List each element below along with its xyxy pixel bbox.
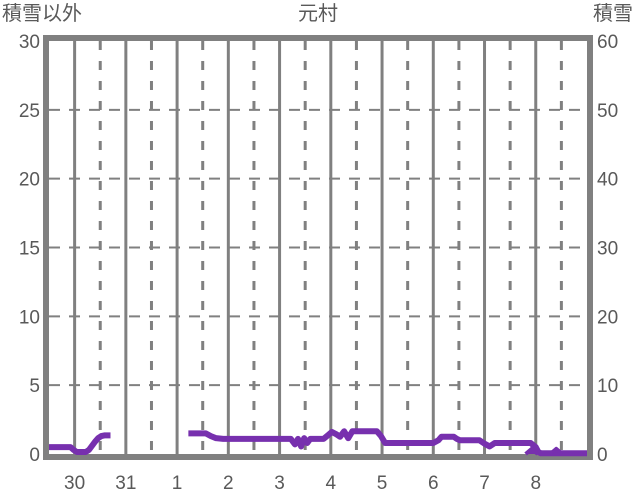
y-axis-left-tick-label: 0 <box>29 445 40 466</box>
y-axis-right-tick-label: 30 <box>597 239 618 260</box>
x-tick-label: 4 <box>326 473 337 494</box>
y-axis-right-tick-label: 0 <box>597 445 608 466</box>
y-axis-left-tick-label: 10 <box>19 307 40 328</box>
x-tick-label: 31 <box>115 473 136 494</box>
y-axis-right-tick-label: 20 <box>597 307 618 328</box>
y-axis-right-tick-label: 10 <box>597 376 618 397</box>
y-axis-right-tick-label: 60 <box>597 32 618 53</box>
y-axis-left-tick-label: 20 <box>19 170 40 191</box>
left-axis-title: 積雪以外 <box>2 3 82 25</box>
y-axis-left-tick-label: 25 <box>19 101 40 122</box>
grid-dashed-horizontal <box>49 108 587 387</box>
y-axis-right-tick-label: 40 <box>597 170 618 191</box>
y-axis-left-ticks: 0 5 10 15 20 25 30 <box>19 32 40 466</box>
x-tick-label: 7 <box>479 473 490 494</box>
series-snow-depth <box>49 428 587 457</box>
x-axis-ticks: 30 31 1 2 3 4 5 6 7 8 <box>64 473 541 494</box>
page-title: 元村 <box>298 3 338 25</box>
y-axis-left-tick-label: 15 <box>19 239 40 260</box>
x-tick-label: 6 <box>428 473 439 494</box>
series-spike <box>524 446 539 456</box>
x-tick-label: 5 <box>377 473 388 494</box>
x-tick-label: 2 <box>223 473 234 494</box>
y-axis-left-tick-label: 30 <box>19 32 40 53</box>
grid-solid-vertical <box>73 41 538 454</box>
series-line-segment <box>49 432 111 455</box>
right-axis-title: 積雪 <box>593 3 633 25</box>
series-line-segment <box>188 428 587 457</box>
y-axis-right-ticks: 0 10 20 30 40 50 60 <box>597 32 618 466</box>
x-tick-label: 3 <box>274 473 285 494</box>
series-spike <box>548 446 564 456</box>
x-tick-label: 30 <box>64 473 85 494</box>
y-axis-right-tick-label: 50 <box>597 101 618 122</box>
plot-frame <box>43 35 593 460</box>
y-axis-left-tick-label: 5 <box>29 376 40 397</box>
x-tick-label: 1 <box>172 473 183 494</box>
x-tick-label: 8 <box>530 473 541 494</box>
